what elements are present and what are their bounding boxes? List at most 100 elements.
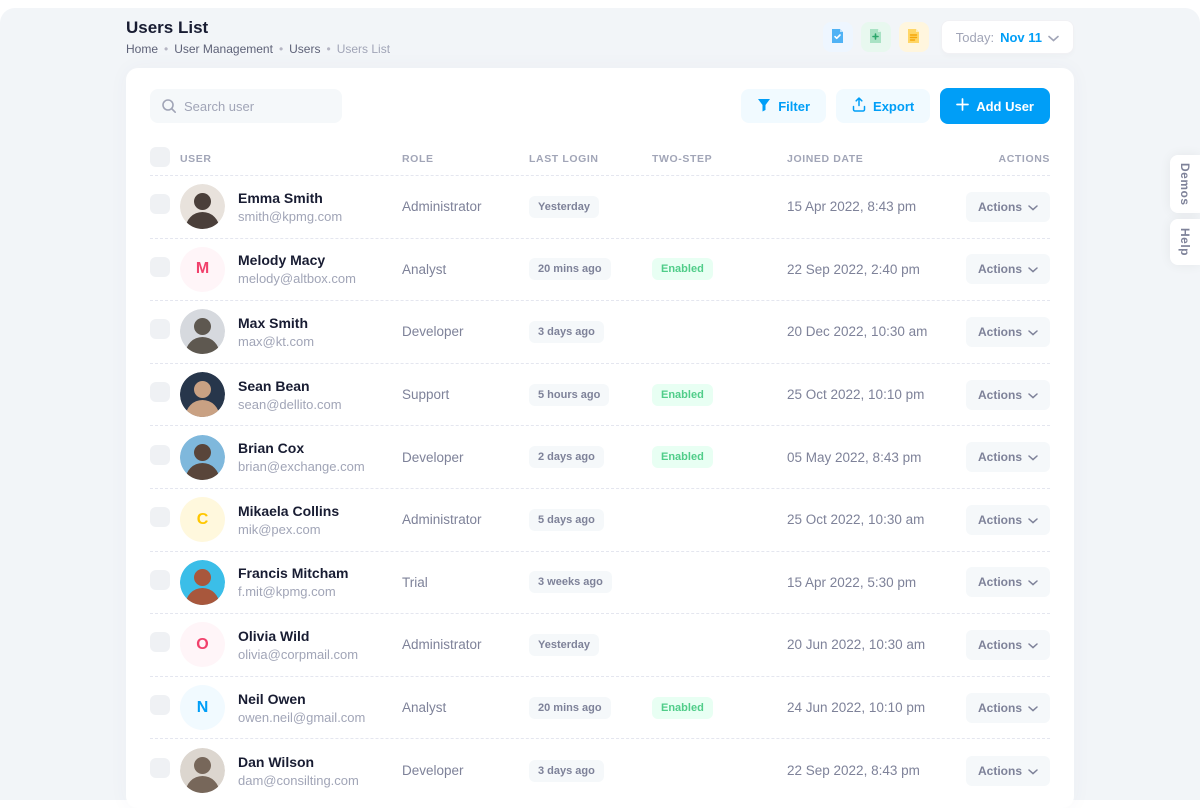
file-lines-button[interactable] <box>899 22 929 52</box>
user-name-link[interactable]: Sean Bean <box>238 378 342 394</box>
last-login-badge: 20 mins ago <box>529 697 611 719</box>
user-name-link[interactable]: Neil Owen <box>238 691 365 707</box>
user-avatar[interactable] <box>180 560 225 605</box>
row-checkbox[interactable] <box>150 695 170 715</box>
row-checkbox[interactable] <box>150 445 170 465</box>
file-check-button[interactable] <box>823 22 853 52</box>
row-actions-button[interactable]: Actions <box>966 630 1050 660</box>
col-header-role[interactable]: ROLE <box>402 153 529 165</box>
chevron-down-icon <box>1028 388 1038 402</box>
file-lines-icon <box>906 28 921 47</box>
last-login-badge: 2 days ago <box>529 446 604 468</box>
last-login-badge: 20 mins ago <box>529 258 611 280</box>
export-button[interactable]: Export <box>836 89 930 123</box>
chevron-down-icon <box>1048 30 1059 45</box>
row-checkbox[interactable] <box>150 570 170 590</box>
user-info: Melody Macy melody@altbox.com <box>238 252 356 286</box>
col-header-user[interactable]: USER <box>180 153 402 165</box>
user-avatar[interactable] <box>180 184 225 229</box>
col-header-two-step[interactable]: TWO-STEP <box>652 153 787 165</box>
col-header-actions: ACTIONS <box>999 153 1050 165</box>
search-icon <box>161 98 177 119</box>
user-name-link[interactable]: Max Smith <box>238 315 314 331</box>
search-input[interactable] <box>150 89 342 123</box>
row-checkbox[interactable] <box>150 194 170 214</box>
user-avatar[interactable] <box>180 309 225 354</box>
date-selector-button[interactable]: Today: Nov 11 <box>941 20 1074 54</box>
actions-button-label: Actions <box>978 701 1022 715</box>
two-step-cell: Enabled <box>652 697 787 719</box>
col-header-joined-date[interactable]: JOINED DATE <box>787 153 960 165</box>
table-row: Brian Cox brian@exchange.com Developer 2… <box>150 426 1050 489</box>
last-login-badge: 3 days ago <box>529 760 604 782</box>
today-value: Nov 11 <box>1000 30 1042 45</box>
user-cell: Emma Smith smith@kpmg.com <box>180 184 402 229</box>
user-info: Francis Mitcham f.mit@kpmg.com <box>238 565 348 599</box>
user-avatar[interactable]: N <box>180 685 225 730</box>
user-email: mik@pex.com <box>238 522 339 537</box>
user-role: Developer <box>402 763 529 778</box>
user-cell: Dan Wilson dam@consilting.com <box>180 748 402 793</box>
user-role: Support <box>402 387 529 402</box>
user-info: Sean Bean sean@dellito.com <box>238 378 342 412</box>
user-email: melody@altbox.com <box>238 271 356 286</box>
table-row: Dan Wilson dam@consilting.com Developer … <box>150 739 1050 802</box>
row-actions-button[interactable]: Actions <box>966 380 1050 410</box>
user-email: smith@kpmg.com <box>238 209 342 224</box>
help-tab[interactable]: Help <box>1170 219 1200 265</box>
row-actions-button[interactable]: Actions <box>966 192 1050 222</box>
last-login-cell: 3 weeks ago <box>529 571 652 593</box>
user-name-link[interactable]: Emma Smith <box>238 190 342 206</box>
row-actions-button[interactable]: Actions <box>966 756 1050 786</box>
user-name-link[interactable]: Brian Cox <box>238 440 365 456</box>
breadcrumb-separator: • <box>164 43 168 55</box>
user-info: Neil Owen owen.neil@gmail.com <box>238 691 365 725</box>
row-actions-button[interactable]: Actions <box>966 442 1050 472</box>
file-plus-button[interactable] <box>861 22 891 52</box>
col-header-last-login[interactable]: LAST LOGIN <box>529 153 652 165</box>
row-actions-button[interactable]: Actions <box>966 317 1050 347</box>
actions-button-label: Actions <box>978 575 1022 589</box>
users-card: Filter Export Add User <box>126 68 1074 808</box>
joined-date: 22 Sep 2022, 8:43 pm <box>787 763 960 778</box>
user-avatar[interactable]: M <box>180 247 225 292</box>
user-avatar[interactable]: C <box>180 497 225 542</box>
user-avatar[interactable]: O <box>180 622 225 667</box>
last-login-badge: 5 hours ago <box>529 384 609 406</box>
quick-icon-group <box>823 22 929 52</box>
actions-cell: Actions <box>966 756 1050 786</box>
row-actions-button[interactable]: Actions <box>966 567 1050 597</box>
user-name-link[interactable]: Dan Wilson <box>238 754 359 770</box>
breadcrumb-users[interactable]: Users <box>289 42 320 56</box>
row-checkbox[interactable] <box>150 758 170 778</box>
user-email: owen.neil@gmail.com <box>238 710 365 725</box>
user-avatar[interactable] <box>180 372 225 417</box>
user-avatar[interactable] <box>180 748 225 793</box>
add-user-button[interactable]: Add User <box>940 88 1050 124</box>
user-info: Brian Cox brian@exchange.com <box>238 440 365 474</box>
row-actions-button[interactable]: Actions <box>966 505 1050 535</box>
user-name-link[interactable]: Olivia Wild <box>238 628 358 644</box>
actions-cell: Actions <box>966 192 1050 222</box>
breadcrumb-home[interactable]: Home <box>126 42 158 56</box>
row-actions-button[interactable]: Actions <box>966 254 1050 284</box>
card-toolbar: Filter Export Add User <box>126 68 1074 142</box>
row-actions-button[interactable]: Actions <box>966 693 1050 723</box>
user-avatar[interactable] <box>180 435 225 480</box>
user-name-link[interactable]: Mikaela Collins <box>238 503 339 519</box>
row-checkbox[interactable] <box>150 319 170 339</box>
select-all-checkbox[interactable] <box>150 147 170 167</box>
last-login-cell: 3 days ago <box>529 760 652 782</box>
toolbar-buttons: Filter Export Add User <box>741 88 1050 124</box>
breadcrumb-user-management[interactable]: User Management <box>174 42 273 56</box>
row-checkbox[interactable] <box>150 382 170 402</box>
row-checkbox[interactable] <box>150 632 170 652</box>
row-checkbox[interactable] <box>150 507 170 527</box>
export-icon <box>852 97 866 115</box>
user-name-link[interactable]: Francis Mitcham <box>238 565 348 581</box>
row-checkbox[interactable] <box>150 257 170 277</box>
user-name-link[interactable]: Melody Macy <box>238 252 356 268</box>
user-role: Administrator <box>402 199 529 214</box>
demos-tab[interactable]: Demos <box>1170 155 1200 213</box>
filter-button[interactable]: Filter <box>741 89 826 123</box>
